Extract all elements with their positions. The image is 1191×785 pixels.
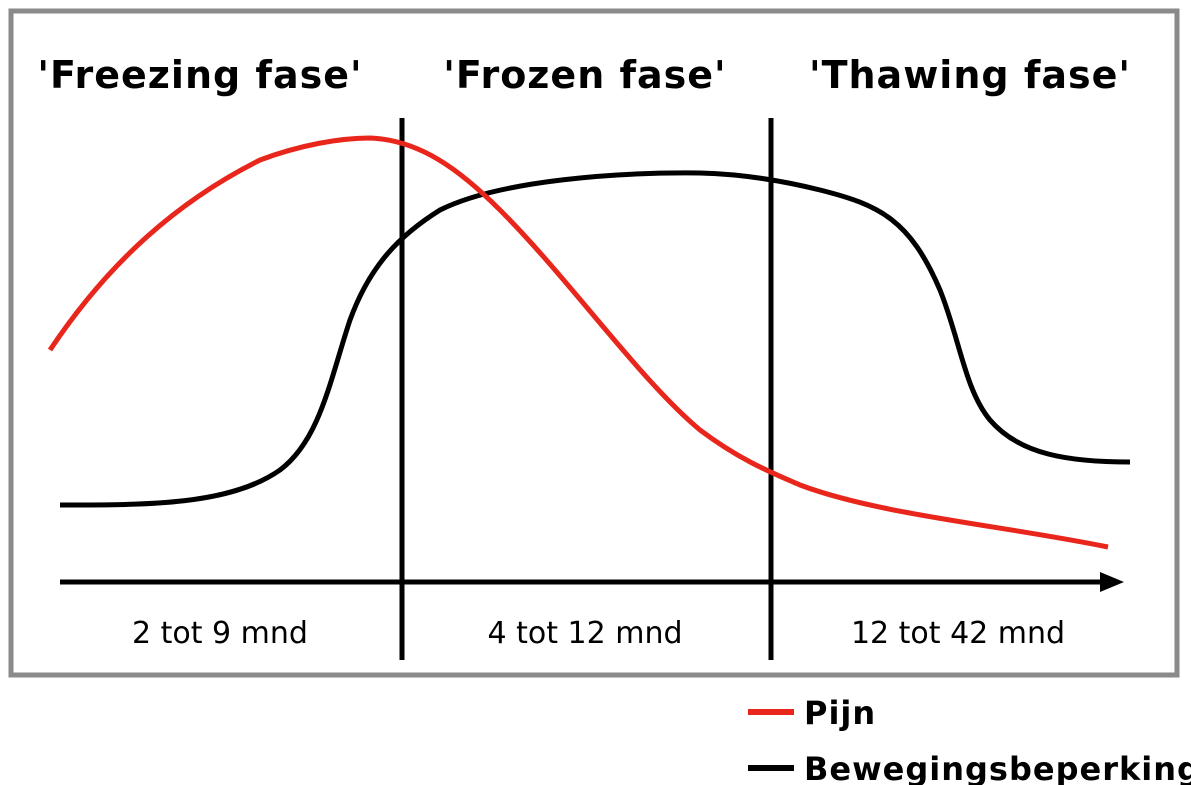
phase-title: 'Thawing fase' [809,53,1131,97]
phase-duration: 4 tot 12 mnd [487,616,682,651]
phase-duration: 12 tot 42 mnd [851,616,1065,651]
legend-label: Bewegingsbeperking [804,750,1191,785]
phase-duration: 2 tot 9 mnd [132,616,308,651]
phase-title: 'Frozen fase' [443,53,726,97]
motion-curve [59,170,1131,508]
frame [8,8,1180,678]
axis-arrow [1100,572,1124,592]
legend-label: Pijn [804,694,876,732]
phase-title: 'Freezing fase' [37,53,362,97]
pain-curve [47,135,1109,550]
